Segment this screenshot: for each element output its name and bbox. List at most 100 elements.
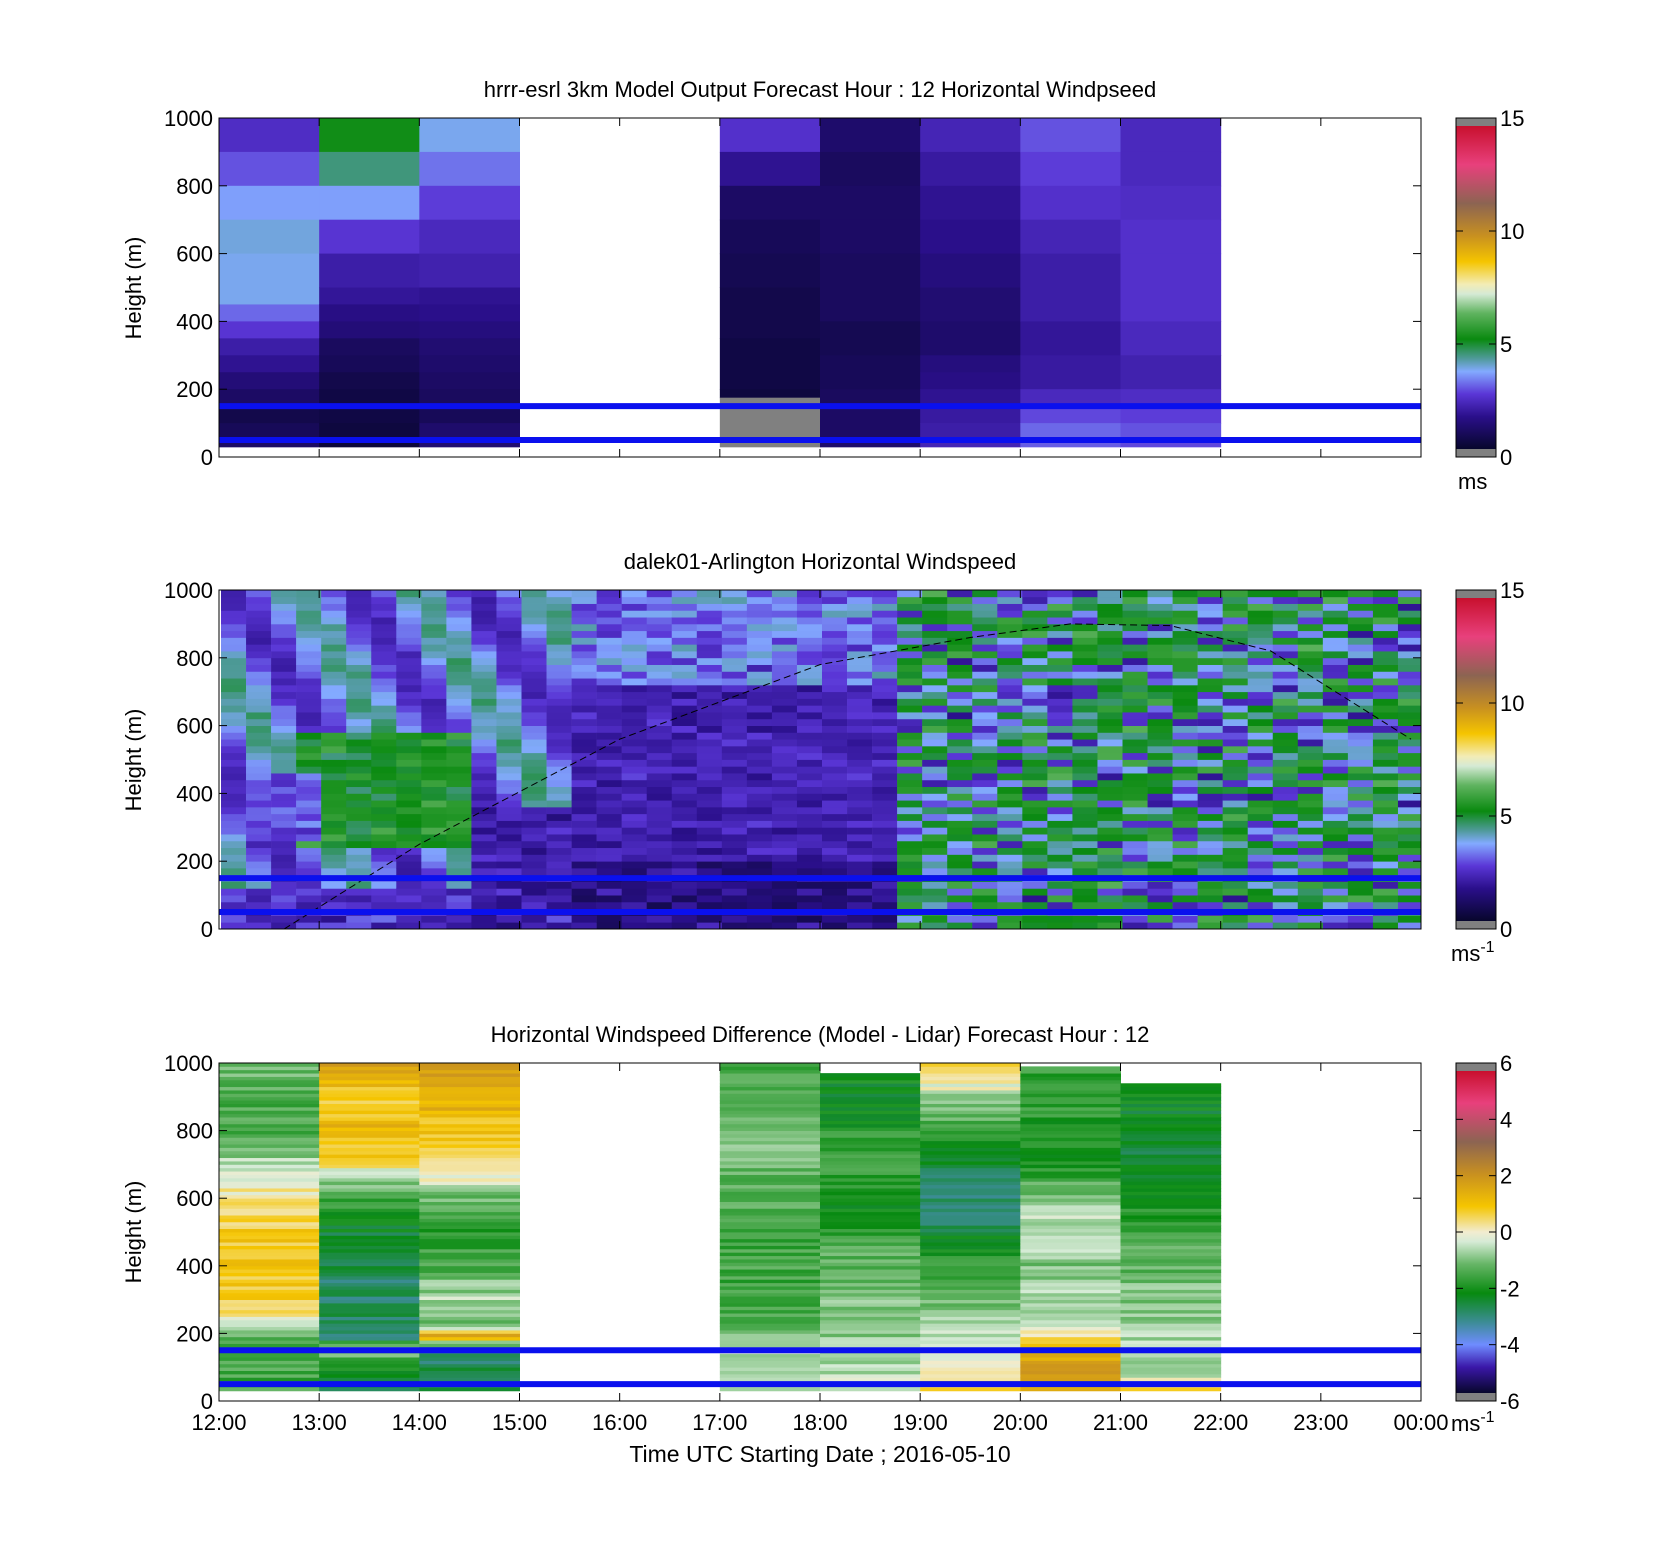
heatmap-cell (1147, 732, 1173, 740)
heatmap-cell (471, 610, 497, 618)
heatmap-cell (596, 786, 622, 794)
heatmap-cell (1272, 596, 1299, 604)
heatmap-cell (972, 779, 998, 788)
heatmap-cell (296, 664, 322, 672)
heatmap-cell (1020, 1215, 1121, 1219)
heatmap-cell (1072, 698, 1098, 706)
heatmap-cell (1347, 847, 1374, 855)
heatmap-cell (219, 1245, 320, 1250)
heatmap-cell (719, 1106, 821, 1111)
heatmap-cell (421, 745, 447, 754)
heatmap-cell (1072, 745, 1098, 754)
heatmap-cell (246, 691, 272, 699)
heatmap-cell (521, 888, 547, 896)
heatmap-cell (496, 854, 522, 862)
heatmap-cell (947, 657, 973, 665)
heatmap-cell (1020, 1238, 1121, 1243)
heatmap-cell (1020, 1221, 1121, 1226)
heatmap-cell (1347, 630, 1374, 638)
heatmap-cell (1047, 698, 1073, 706)
y-tick-label: 200 (176, 377, 213, 402)
heatmap-cell (319, 1269, 420, 1273)
heatmap-cell (1372, 895, 1399, 903)
heatmap-cell (1197, 725, 1223, 733)
heatmap-cell (847, 678, 873, 686)
heatmap-cell (972, 915, 998, 923)
heatmap-cell (719, 1248, 821, 1253)
heatmap-cell (571, 623, 597, 632)
heatmap-cell (1222, 698, 1249, 706)
y-tick-label: 400 (176, 781, 213, 806)
heatmap-cell (419, 1363, 520, 1368)
heatmap-cell (820, 1079, 921, 1084)
heatmap-cell (947, 603, 973, 611)
heatmap-cell (321, 773, 347, 781)
heatmap-cell (1020, 1103, 1121, 1108)
heatmap-cell (1020, 253, 1121, 322)
heatmap-cell (1297, 888, 1324, 896)
heatmap-cell (920, 1265, 1021, 1270)
heatmap-cell (521, 895, 547, 903)
heatmap-cell (872, 834, 898, 842)
heatmap-cell (719, 1208, 821, 1213)
heatmap-cell (1020, 1090, 1121, 1094)
heatmap-cell (696, 725, 723, 733)
heatmap-cell (1397, 725, 1421, 733)
heatmap-cell (1197, 630, 1223, 638)
heatmap-cell (897, 854, 923, 862)
heatmap-cell (419, 1296, 520, 1300)
heatmap-cell (1272, 630, 1299, 638)
heatmap-cell (771, 861, 798, 869)
heatmap-cell (796, 637, 823, 645)
heatmap-cell (872, 705, 898, 713)
heatmap-cell (346, 678, 372, 686)
heatmap-cell (696, 888, 723, 896)
heatmap-cell (796, 854, 823, 862)
heatmap-cell (271, 834, 297, 842)
heatmap-cell (696, 793, 723, 801)
heatmap-cell (1272, 759, 1299, 767)
heatmap-cell (421, 901, 447, 910)
heatmap-cell (321, 590, 347, 598)
heatmap-cell (1347, 827, 1374, 835)
heatmap-cell (820, 1336, 921, 1341)
heatmap-cell (521, 806, 547, 815)
heatmap-cell (571, 684, 597, 693)
heatmap-cell (920, 1063, 1021, 1067)
heatmap-cell (419, 1275, 520, 1280)
heatmap-cell (1022, 867, 1048, 876)
heatmap-cell (719, 1211, 821, 1216)
heatmap-cell (796, 596, 823, 604)
heatmap-cell (897, 718, 923, 726)
heatmap-cell (1272, 705, 1299, 713)
heatmap-cell (1020, 1330, 1121, 1334)
heatmap-cell (471, 705, 497, 713)
heatmap-cell (1397, 739, 1421, 747)
heatmap-cell (1047, 644, 1073, 652)
heatmap-cell (1022, 915, 1048, 923)
heatmap-cell (419, 1319, 520, 1324)
heatmap-cell (696, 671, 723, 679)
heatmap-cell (796, 922, 823, 929)
heatmap-cell (571, 732, 597, 740)
heatmap-cell (1122, 901, 1148, 910)
heatmap-cell (319, 1357, 420, 1361)
heatmap-cell (219, 1177, 320, 1182)
heatmap-cell (319, 1387, 420, 1392)
heatmap-cell (820, 1316, 921, 1321)
heatmap-cell (1020, 1252, 1121, 1257)
heatmap-cell (1347, 895, 1374, 903)
heatmap-cell (897, 867, 923, 876)
heatmap-cell (321, 698, 347, 706)
heatmap-cell (1197, 840, 1223, 849)
heatmap-cell (521, 705, 547, 713)
heatmap-cell (847, 915, 873, 923)
heatmap-cell (1020, 1387, 1121, 1392)
heatmap-cell (496, 644, 522, 652)
heatmap-cell (719, 1235, 821, 1240)
heatmap-cell (997, 847, 1023, 855)
heatmap-cell (319, 372, 420, 390)
heatmap-cell (271, 915, 297, 923)
heatmap-cell (920, 1228, 1021, 1233)
heatmap-cell (396, 827, 422, 835)
